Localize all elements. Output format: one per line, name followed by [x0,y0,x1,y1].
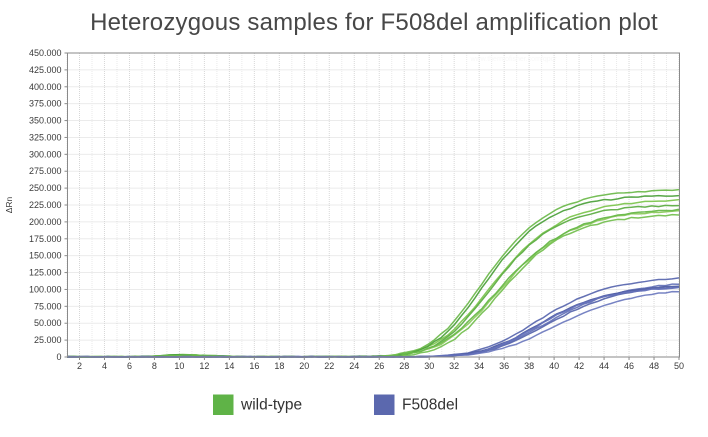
svg-text:36: 36 [499,361,509,371]
svg-text:100.000: 100.000 [29,284,62,294]
svg-text:18: 18 [274,361,284,371]
svg-text:wild-type: wild-type [240,397,302,414]
svg-text:22: 22 [324,361,334,371]
svg-text:275.000: 275.000 [29,166,62,176]
svg-text:50.000: 50.000 [34,318,62,328]
svg-text:48: 48 [649,361,659,371]
svg-text:375.000: 375.000 [29,99,62,109]
svg-text:350.000: 350.000 [29,116,62,126]
svg-text:150.000: 150.000 [29,251,62,261]
svg-text:34: 34 [474,361,484,371]
svg-text:14: 14 [224,361,234,371]
svg-text:400.000: 400.000 [29,82,62,92]
svg-text:50: 50 [674,361,684,371]
svg-text:425.000: 425.000 [29,65,62,75]
svg-text:300.000: 300.000 [29,149,62,159]
svg-text:175.000: 175.000 [29,234,62,244]
svg-text:44: 44 [599,361,609,371]
svg-text:125.000: 125.000 [29,268,62,278]
svg-text:20: 20 [299,361,309,371]
svg-text:40: 40 [549,361,559,371]
svg-text:30: 30 [424,361,434,371]
svg-text:42: 42 [574,361,584,371]
svg-text:26: 26 [374,361,384,371]
svg-text:www.thermofisher.com/qpcr: www.thermofisher.com/qpcr [470,56,558,63]
svg-text:225.000: 225.000 [29,200,62,210]
svg-text:450.000: 450.000 [29,48,62,58]
svg-text:10: 10 [174,361,184,371]
svg-text:250.000: 250.000 [29,183,62,193]
svg-text:F508del: F508del [402,397,458,414]
svg-text:32: 32 [449,361,459,371]
svg-text:16: 16 [249,361,259,371]
svg-text:325.000: 325.000 [29,132,62,142]
svg-text:25.000: 25.000 [34,335,62,345]
svg-text:200.000: 200.000 [29,217,62,227]
svg-text:75.000: 75.000 [34,301,62,311]
svg-text:46: 46 [624,361,634,371]
svg-text:2: 2 [77,361,82,371]
svg-text:8: 8 [152,361,157,371]
svg-text:6: 6 [127,361,132,371]
svg-text:4: 4 [102,361,107,371]
svg-text:0: 0 [56,352,61,362]
svg-text:12: 12 [199,361,209,371]
svg-text:28: 28 [399,361,409,371]
svg-text:24: 24 [349,361,359,371]
svg-text:38: 38 [524,361,534,371]
svg-text:ΔRn: ΔRn [4,196,14,213]
